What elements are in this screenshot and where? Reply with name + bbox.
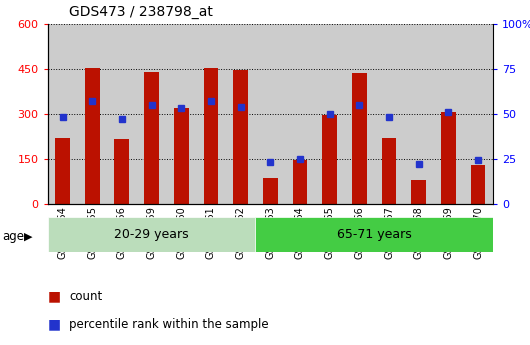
- Text: ■: ■: [48, 317, 61, 331]
- Bar: [322, 115, 337, 204]
- Text: 20-29 years: 20-29 years: [114, 228, 189, 241]
- Bar: [471, 165, 485, 204]
- Bar: [48, 217, 255, 252]
- Text: age: age: [3, 230, 25, 243]
- Bar: [144, 72, 159, 204]
- Bar: [263, 178, 278, 204]
- Bar: [55, 138, 70, 204]
- Text: count: count: [69, 290, 102, 303]
- Bar: [411, 180, 426, 204]
- Bar: [352, 73, 367, 204]
- Bar: [174, 108, 189, 204]
- Text: 65-71 years: 65-71 years: [337, 228, 412, 241]
- Text: ▶: ▶: [24, 231, 32, 241]
- Bar: [85, 68, 100, 204]
- Bar: [204, 68, 218, 204]
- Bar: [382, 138, 396, 204]
- Bar: [233, 70, 248, 204]
- Text: ■: ■: [48, 290, 61, 304]
- Bar: [114, 139, 129, 204]
- Bar: [441, 112, 456, 204]
- Bar: [255, 217, 493, 252]
- Bar: [293, 160, 307, 204]
- Text: GDS473 / 238798_at: GDS473 / 238798_at: [69, 5, 213, 19]
- Text: percentile rank within the sample: percentile rank within the sample: [69, 318, 269, 331]
